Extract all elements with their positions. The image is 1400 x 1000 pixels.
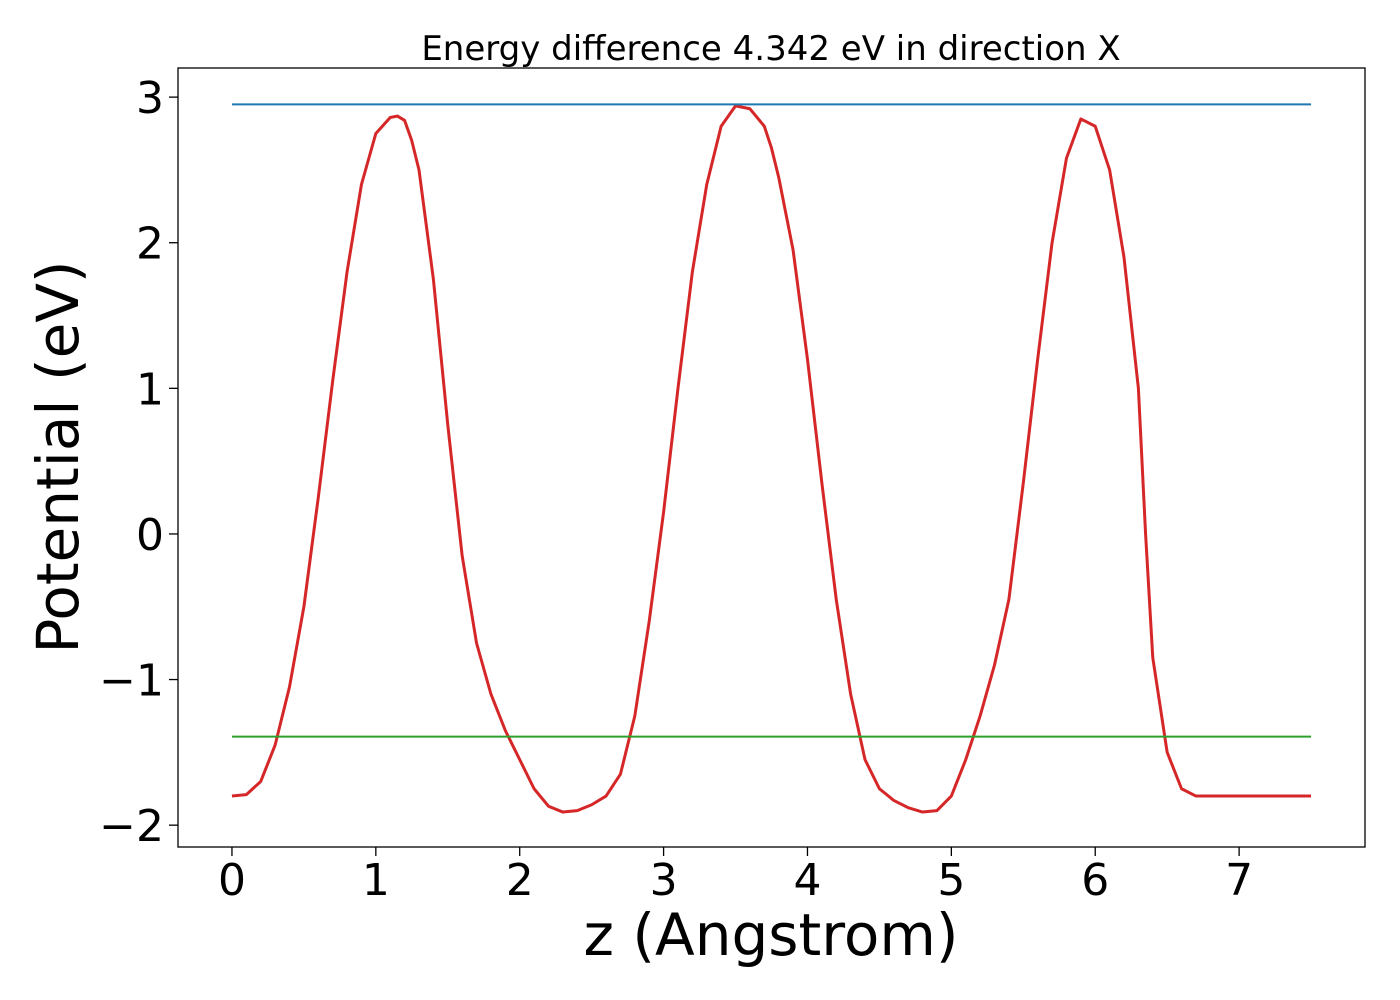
x-tick-label: 6 bbox=[1081, 855, 1109, 906]
y-axis-label: Potential (eV) bbox=[24, 260, 92, 653]
y-tick-label: 0 bbox=[136, 510, 164, 561]
x-tick-label: 5 bbox=[937, 855, 965, 906]
y-tick-label: 1 bbox=[136, 364, 164, 415]
chart-title: Energy difference 4.342 eV in direction … bbox=[421, 29, 1120, 69]
series-line-0 bbox=[231, 104, 1312, 814]
y-axis-ticks: −2 −1 0 1 2 3 bbox=[99, 73, 178, 852]
y-tick-label: −2 bbox=[99, 801, 164, 852]
x-tick-label: 2 bbox=[506, 855, 534, 906]
x-tick-label: 7 bbox=[1225, 855, 1253, 906]
y-tick-label: 3 bbox=[136, 73, 164, 124]
y-tick-label: −1 bbox=[99, 656, 164, 707]
x-tick-label: 3 bbox=[650, 855, 678, 906]
x-axis-ticks: 0 1 2 3 4 5 6 7 bbox=[218, 847, 1253, 906]
series-lines bbox=[231, 103, 1312, 814]
plot-frame bbox=[177, 67, 1366, 848]
y-tick-label: 2 bbox=[136, 219, 164, 270]
x-tick-label: 0 bbox=[218, 855, 246, 906]
x-tick-label: 4 bbox=[793, 855, 821, 906]
x-tick-label: 1 bbox=[362, 855, 390, 906]
x-axis-label: z (Angstrom) bbox=[584, 901, 959, 969]
